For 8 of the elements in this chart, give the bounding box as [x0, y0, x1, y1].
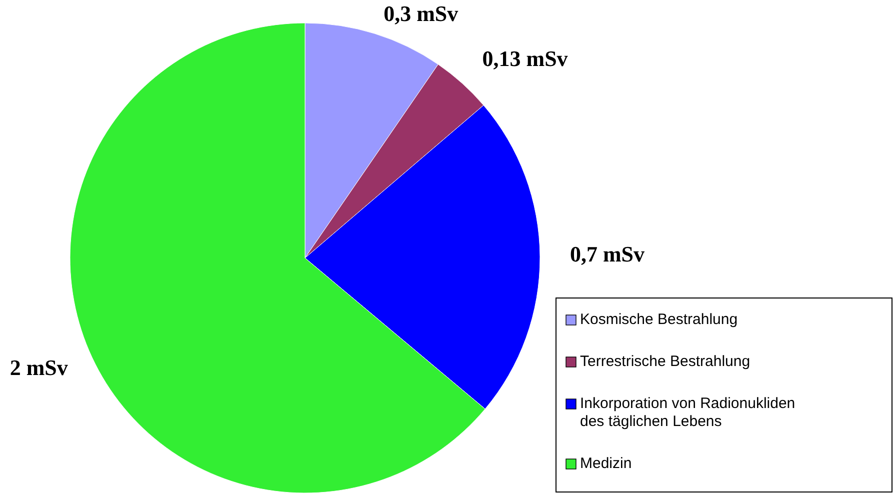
legend-label: Terrestrische Bestrahlung [580, 352, 750, 370]
data-label: 0,3 mSv [384, 1, 458, 26]
legend-label: Kosmische Bestrahlung [580, 310, 738, 328]
data-label: 2 mSv [10, 355, 68, 380]
legend-label: Inkorporation von Radionukliden des täglichen Lebens [580, 394, 796, 430]
data-label: 0,7 mSv [570, 242, 645, 267]
data-label: 0,13 mSv [482, 46, 568, 72]
legend-label: Medizin [580, 454, 632, 472]
